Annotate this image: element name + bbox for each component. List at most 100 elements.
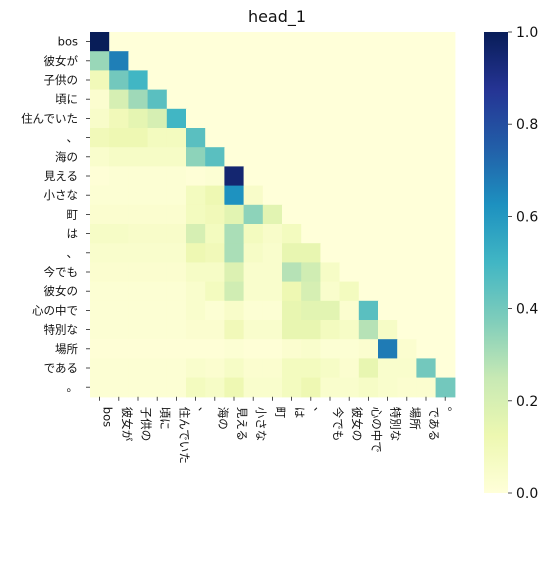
x-tick-label: 心の中で [369, 407, 383, 453]
heatmap-cell [109, 339, 129, 359]
heatmap-cell [147, 358, 168, 379]
heatmap-cell [397, 108, 417, 129]
heatmap-cell [166, 128, 187, 148]
heatmap-cell [378, 262, 398, 283]
heatmap-cell [397, 243, 417, 263]
heatmap-cell [262, 70, 283, 91]
heatmap-cell [339, 320, 360, 340]
heatmap-cell [186, 128, 206, 148]
heatmap-cell [339, 32, 360, 52]
heatmap-cell [416, 166, 437, 187]
heatmap-cell [378, 70, 398, 91]
heatmap-cell [282, 89, 302, 110]
heatmap-cell [205, 262, 225, 283]
heatmap-cell [339, 339, 360, 359]
heatmap-cell [435, 377, 456, 398]
heatmap-cell [358, 300, 379, 321]
heatmap-cell [320, 262, 341, 283]
heatmap-cell [224, 166, 245, 187]
heatmap-cell [205, 128, 225, 148]
heatmap-cell [397, 89, 417, 110]
heatmap-cell [416, 243, 437, 263]
x-tick-label: 子供の [139, 407, 153, 442]
heatmap-cell [243, 70, 264, 91]
heatmap-cell [243, 320, 264, 340]
heatmap-cell [109, 185, 129, 206]
heatmap-cell [282, 70, 302, 91]
heatmap-cell [282, 339, 302, 359]
heatmap-cell [109, 320, 129, 340]
heatmap-cell [90, 185, 110, 206]
x-tick-label: は [293, 407, 307, 419]
heatmap-cell [205, 224, 225, 244]
heatmap-cell [205, 204, 225, 225]
heatmap-cell [186, 32, 206, 52]
y-tick-label: 今でも [44, 265, 79, 279]
heatmap-cell [128, 89, 149, 110]
heatmap-cell [358, 358, 379, 379]
heatmap-cell [224, 339, 245, 359]
heatmap-cell [90, 166, 110, 187]
heatmap-cell [90, 108, 110, 129]
heatmap-cell [339, 377, 360, 398]
heatmap-cell [435, 128, 456, 148]
heatmap-cell [166, 166, 187, 187]
heatmap-cell [262, 339, 283, 359]
x-tick-label: 彼女が [120, 407, 134, 442]
heatmap-cell [90, 204, 110, 225]
heatmap-cell [435, 358, 456, 379]
heatmap-cell [378, 51, 398, 71]
heatmap-cell [166, 70, 187, 91]
heatmap-cell [301, 204, 321, 225]
heatmap-cell [147, 147, 168, 167]
heatmap-cell [435, 224, 456, 244]
heatmap-cell [243, 358, 264, 379]
heatmap-cell [90, 262, 110, 283]
heatmap-cell [224, 185, 245, 206]
heatmap-cell [90, 32, 110, 52]
heatmap-cell [301, 147, 321, 167]
heatmap-cell [282, 32, 302, 52]
heatmap-cell [147, 204, 168, 225]
heatmap-cell [166, 262, 187, 283]
x-tick-label: 、 [312, 407, 326, 419]
heatmap-cell [358, 108, 379, 129]
heatmap-cell [262, 128, 283, 148]
x-tick-label: 彼女の [350, 407, 364, 442]
heatmap-cell [301, 320, 321, 340]
heatmap-cell [186, 281, 206, 302]
heatmap-cell [282, 281, 302, 302]
heatmap-cell [282, 51, 302, 71]
heatmap-cell [416, 320, 437, 340]
heatmap-cell [320, 204, 341, 225]
heatmap-cell [166, 185, 187, 206]
heatmap-cell [205, 281, 225, 302]
heatmap-cell [128, 339, 149, 359]
x-tick-label: 海の [216, 407, 230, 430]
colorbar-tick-label: 0.4 [516, 302, 538, 318]
heatmap-cell [397, 147, 417, 167]
heatmap-cell [320, 32, 341, 52]
heatmap-cell [282, 358, 302, 379]
heatmap-cell [128, 320, 149, 340]
heatmap-cell [320, 147, 341, 167]
x-tick-label: 今でも [331, 407, 345, 442]
heatmap-cell [205, 51, 225, 71]
heatmap-cell [435, 51, 456, 71]
x-tick-label: 町 [273, 407, 287, 419]
heatmap-cell [358, 51, 379, 71]
heatmap-cell [397, 128, 417, 148]
heatmap-cell [378, 377, 398, 398]
heatmap-cell [243, 89, 264, 110]
heatmap-cell [339, 262, 360, 283]
heatmap-cell [320, 166, 341, 187]
heatmap-cell [301, 339, 321, 359]
heatmap-cell [128, 224, 149, 244]
heatmap-cell [320, 108, 341, 129]
y-tick-label: 見える [44, 169, 78, 183]
heatmap-cell [397, 51, 417, 71]
heatmap-cell [435, 70, 456, 91]
heatmap-cell [186, 243, 206, 263]
heatmap-cell [243, 185, 264, 206]
